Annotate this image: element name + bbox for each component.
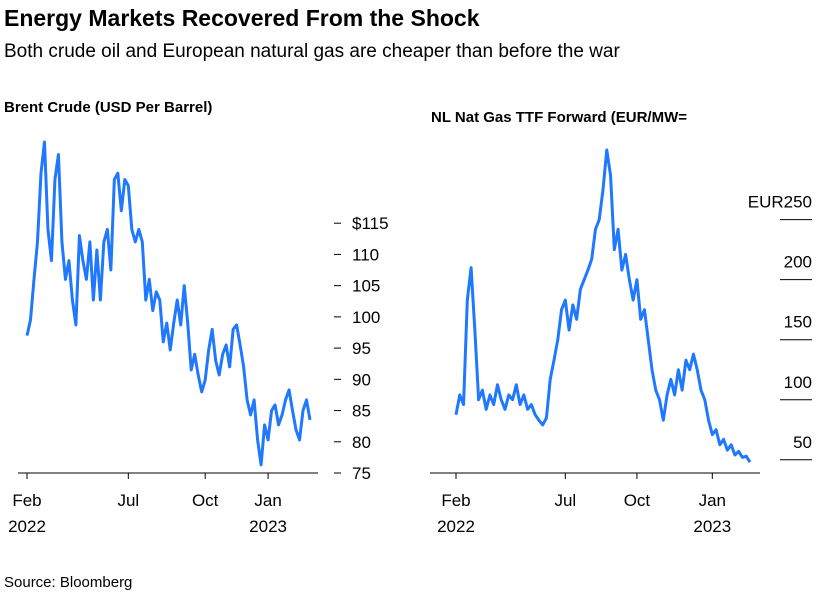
- y-tick-label: 100: [352, 308, 380, 327]
- x-year-label: 2022: [437, 517, 475, 536]
- panel-title: Brent Crude (USD Per Barrel): [4, 99, 212, 116]
- y-tick-label: 100: [784, 373, 812, 392]
- y-tick-label: 75: [352, 464, 371, 483]
- y-tick-label: 110: [352, 245, 379, 264]
- data-line: [25, 140, 312, 467]
- x-tick-label: Oct: [192, 491, 219, 510]
- y-tick-label: 200: [784, 253, 812, 272]
- x-tick-label: Feb: [12, 491, 41, 510]
- y-tick-label: $115: [352, 214, 389, 233]
- y-tick-label: 90: [352, 370, 371, 389]
- y-tick-label: EUR250: [748, 193, 812, 212]
- y-tick-label: 85: [352, 402, 371, 421]
- x-tick-label: Jan: [699, 491, 726, 510]
- x-year-label: 2023: [249, 517, 287, 536]
- subtitle: Both crude oil and European natural gas …: [4, 41, 620, 62]
- y-tick-label: 95: [352, 339, 371, 358]
- y-tick-label: 105: [352, 277, 380, 296]
- x-year-label: 2023: [693, 517, 731, 536]
- panel-title: NL Nat Gas TTF Forward (EUR/MW=: [431, 109, 687, 126]
- x-tick-label: Feb: [441, 491, 470, 510]
- data-line: [454, 148, 752, 463]
- x-year-label: 2022: [8, 517, 46, 536]
- x-tick-label: Jan: [254, 491, 281, 510]
- source: Source: Bloomberg: [4, 574, 132, 591]
- x-tick-label: Jul: [117, 491, 139, 510]
- y-tick-label: 80: [352, 433, 371, 452]
- y-tick-label: 50: [793, 433, 812, 452]
- title: Energy Markets Recovered From the Shock: [4, 5, 480, 31]
- x-tick-label: Oct: [624, 491, 651, 510]
- x-tick-label: Jul: [554, 491, 576, 510]
- y-tick-label: 150: [784, 313, 812, 332]
